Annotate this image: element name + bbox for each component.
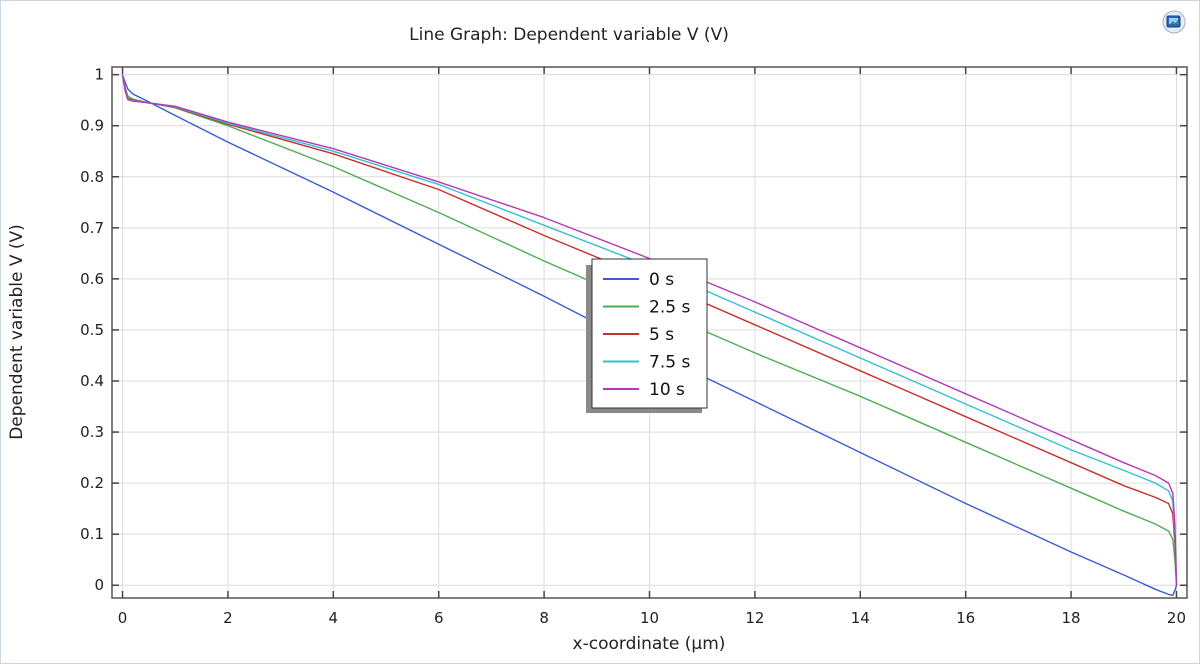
- y-tick-label: 0.7: [80, 219, 104, 237]
- x-tick-labels: 0 2 4 6 8 10 12 14 16 18 20: [118, 609, 1186, 627]
- tick-marks: [112, 67, 1187, 598]
- y-tick-label: 0.3: [80, 423, 104, 441]
- x-tick-label: 6: [434, 609, 444, 627]
- legend-label: 10 s: [649, 380, 685, 400]
- x-tick-label: 2: [223, 609, 233, 627]
- legend-label: 2.5 s: [649, 298, 690, 318]
- chart-title: Line Graph: Dependent variable V (V): [409, 25, 729, 45]
- legend-label: 0 s: [649, 270, 674, 290]
- y-tick-label: 0.6: [80, 270, 104, 288]
- y-tick-label: 0.1: [80, 525, 104, 543]
- y-axis-label: Dependent variable V (V): [7, 224, 27, 440]
- x-tick-label: 16: [956, 609, 975, 627]
- legend-label: 5 s: [649, 325, 674, 345]
- legend: 0 s 2.5 s 5 s 7.5 s 10 s: [586, 258, 708, 413]
- export-image-button[interactable]: [1161, 9, 1187, 35]
- x-tick-label: 14: [851, 609, 870, 627]
- x-tick-label: 8: [539, 609, 549, 627]
- y-tick-labels: 0 0.1 0.2 0.3 0.4 0.5 0.6 0.7 0.8 0.9 1: [80, 66, 104, 595]
- x-axis-label: x-coordinate (µm): [573, 634, 726, 654]
- x-tick-label: 0: [118, 609, 128, 627]
- y-tick-label: 0.5: [80, 321, 104, 339]
- y-tick-label: 1: [94, 66, 104, 84]
- legend-label: 7.5 s: [649, 353, 690, 373]
- x-tick-label: 12: [745, 609, 764, 627]
- y-tick-label: 0.8: [80, 168, 104, 186]
- y-tick-label: 0: [94, 576, 104, 594]
- x-tick-label: 18: [1062, 609, 1081, 627]
- y-tick-label: 0.2: [80, 474, 104, 492]
- image-export-icon: [1162, 10, 1186, 34]
- y-tick-label: 0.4: [80, 372, 104, 390]
- x-tick-label: 4: [329, 609, 339, 627]
- x-tick-label: 20: [1167, 609, 1186, 627]
- y-tick-label: 0.9: [80, 117, 104, 135]
- x-tick-label: 10: [640, 609, 659, 627]
